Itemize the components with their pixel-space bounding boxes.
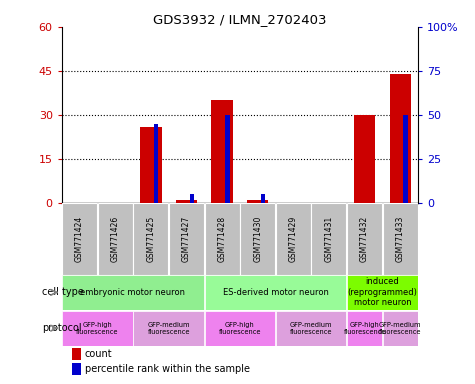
- Bar: [240, 203, 275, 275]
- Bar: [247, 200, 268, 203]
- Text: GSM771430: GSM771430: [253, 215, 262, 262]
- Bar: [62, 203, 97, 275]
- Bar: [211, 100, 233, 203]
- Text: GFP-high
fluorescence: GFP-high fluorescence: [343, 322, 386, 335]
- Bar: [354, 115, 375, 203]
- Bar: [98, 203, 133, 275]
- Bar: [133, 311, 204, 346]
- Bar: [347, 311, 382, 346]
- Bar: [261, 194, 265, 203]
- Text: GFP-high
fluorescence: GFP-high fluorescence: [76, 322, 119, 335]
- Text: GFP-medium
fluorescence: GFP-medium fluorescence: [290, 322, 332, 335]
- Text: GSM771426: GSM771426: [111, 216, 120, 262]
- Text: embryonic motor neuron: embryonic motor neuron: [80, 288, 186, 297]
- Text: GSM771432: GSM771432: [360, 216, 369, 262]
- Bar: [154, 124, 158, 203]
- Text: GSM771433: GSM771433: [396, 215, 405, 262]
- Bar: [403, 115, 408, 203]
- Text: GSM771425: GSM771425: [146, 216, 155, 262]
- Text: GSM771428: GSM771428: [218, 216, 227, 262]
- Text: ES-derived motor neuron: ES-derived motor neuron: [223, 288, 328, 297]
- Bar: [133, 203, 168, 275]
- Bar: [205, 275, 346, 310]
- Bar: [225, 115, 229, 203]
- Text: count: count: [85, 349, 113, 359]
- Bar: [383, 311, 418, 346]
- Bar: [205, 203, 239, 275]
- Text: cell type: cell type: [42, 287, 84, 297]
- Text: percentile rank within the sample: percentile rank within the sample: [85, 364, 250, 374]
- Bar: [72, 348, 81, 360]
- Text: GSM771424: GSM771424: [75, 216, 84, 262]
- Bar: [72, 363, 81, 375]
- Bar: [383, 203, 418, 275]
- Bar: [276, 311, 346, 346]
- Bar: [312, 203, 346, 275]
- Title: GDS3932 / ILMN_2702403: GDS3932 / ILMN_2702403: [153, 13, 327, 26]
- Text: protocol: protocol: [42, 323, 82, 333]
- Bar: [62, 275, 204, 310]
- Bar: [169, 203, 204, 275]
- Bar: [205, 311, 275, 346]
- Text: GSM771427: GSM771427: [182, 216, 191, 262]
- Bar: [390, 74, 411, 203]
- Bar: [347, 203, 382, 275]
- Text: GFP-high
fluorescence: GFP-high fluorescence: [218, 322, 261, 335]
- Bar: [62, 311, 133, 346]
- Text: GSM771429: GSM771429: [289, 216, 298, 262]
- Bar: [190, 194, 194, 203]
- Text: induced
(reprogrammed)
motor neuron: induced (reprogrammed) motor neuron: [347, 278, 418, 307]
- Text: GSM771431: GSM771431: [324, 216, 333, 262]
- Bar: [140, 127, 162, 203]
- Bar: [347, 275, 418, 310]
- Bar: [176, 200, 197, 203]
- Text: GFP-medium
fluorescence: GFP-medium fluorescence: [147, 322, 190, 335]
- Text: GFP-medium
fluorescence: GFP-medium fluorescence: [379, 322, 421, 335]
- Bar: [276, 203, 311, 275]
